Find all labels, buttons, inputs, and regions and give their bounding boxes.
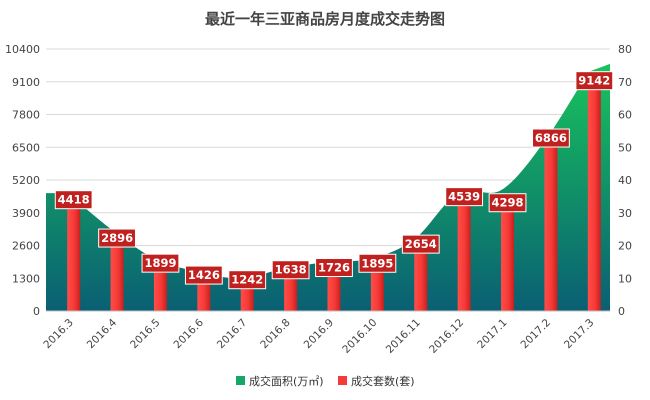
legend-label-bar: 成交套数(套) xyxy=(351,374,415,388)
x-tick-label: 2016.6 xyxy=(171,316,206,351)
x-tick-label: 2017.1 xyxy=(475,317,509,351)
bar-2017.2 xyxy=(544,138,558,311)
left-tick-label: 3900 xyxy=(12,207,40,220)
legend-swatch-area xyxy=(236,376,245,385)
data-label-bg xyxy=(575,71,614,91)
data-label-2016.4: 2896 xyxy=(98,228,136,248)
data-label-bg xyxy=(488,193,527,213)
data-label-bg xyxy=(271,260,310,280)
x-tick-label: 2016.9 xyxy=(302,317,336,351)
x-axis: 2016.3 2016.4 2016.5 2016.6 2016.7 2016.8 2016… xyxy=(41,310,610,356)
x-tick-label: 2016.5 xyxy=(128,317,162,351)
bar-2016.12 xyxy=(457,196,471,311)
data-label-2017.3: 9142 xyxy=(575,71,614,91)
right-tick-label: 20 xyxy=(618,240,632,253)
data-label-2016.6: 1426 xyxy=(184,265,223,285)
data-label-text: 6866 xyxy=(535,131,567,145)
right-tick-label: 30 xyxy=(618,207,632,220)
bar-2016.8 xyxy=(284,269,298,311)
bar-2016.11 xyxy=(414,244,428,311)
data-label-bg xyxy=(315,258,353,278)
bar-2016.5 xyxy=(153,263,167,311)
data-label-text: 1426 xyxy=(188,268,220,282)
bar-2016.4 xyxy=(110,238,124,311)
data-label-bg xyxy=(228,270,267,290)
data-label-2016.10: 1895 xyxy=(358,253,397,273)
x-tick-label: 2016.11 xyxy=(384,317,423,356)
data-label-text: 1242 xyxy=(231,273,263,287)
right-tick-label: 10 xyxy=(618,272,632,285)
left-tick-label: 0 xyxy=(33,305,40,318)
bar-2017.3 xyxy=(587,80,601,311)
right-tick-label: 70 xyxy=(618,76,632,89)
left-tick-label: 6500 xyxy=(12,141,40,154)
data-label-text: 2654 xyxy=(405,237,437,251)
x-tick-label: 2017.3 xyxy=(562,317,596,351)
bar-series xyxy=(67,80,601,311)
legend-swatch-bar xyxy=(338,376,347,385)
x-tick-label: 2016.12 xyxy=(427,317,466,356)
x-tick-label: 2016.7 xyxy=(215,317,249,351)
data-label-2017.2: 6866 xyxy=(532,128,570,148)
legend: 成交面积(万㎡) 成交套数(套) xyxy=(236,374,415,388)
right-tick-label: 80 xyxy=(618,43,632,56)
data-label-2016.12: 4539 xyxy=(445,187,484,207)
x-tick-label: 2016.10 xyxy=(340,317,379,356)
data-label-bg xyxy=(532,128,570,148)
data-label-text: 4298 xyxy=(492,196,524,210)
data-label-bg xyxy=(445,187,484,207)
data-label-2016.3: 4418 xyxy=(54,190,93,210)
data-label-2016.7: 1242 xyxy=(228,270,267,290)
left-tick-label: 10400 xyxy=(5,43,40,56)
left-tick-label: 9100 xyxy=(12,76,40,89)
left-tick-label: 5200 xyxy=(12,174,40,187)
data-label-2016.5: 1899 xyxy=(141,253,180,273)
data-label-2016.11: 2654 xyxy=(401,234,440,254)
data-label-text: 4539 xyxy=(448,190,480,204)
chart-title: 最近一年三亚商品房月度成交走势图 xyxy=(205,10,445,28)
bar-2017.1 xyxy=(501,202,515,311)
data-label-2016.9: 1726 xyxy=(315,258,353,278)
data-label-2016.8: 1638 xyxy=(271,260,310,280)
left-tick-label: 2600 xyxy=(12,240,40,253)
data-label-bg xyxy=(54,190,93,210)
data-label-text: 1899 xyxy=(144,256,176,270)
data-label-text: 1638 xyxy=(275,263,307,277)
right-tick-label: 50 xyxy=(618,141,632,154)
left-tick-label: 1300 xyxy=(12,272,40,285)
left-axis: 0 1300 2600 3900 5200 6500 7800 9100 10400 xyxy=(5,43,40,318)
x-tick-label: 2017.2 xyxy=(519,317,553,351)
data-label-bg xyxy=(358,253,397,273)
data-label-bg xyxy=(401,234,440,254)
data-label-text: 1895 xyxy=(361,256,393,270)
bar-2016.9 xyxy=(327,267,341,311)
data-label-bg xyxy=(98,228,136,248)
legend-label-area: 成交面积(万㎡) xyxy=(249,374,324,388)
bar-2016.10 xyxy=(370,263,384,311)
x-tick-label: 2016.3 xyxy=(41,317,75,351)
right-tick-label: 0 xyxy=(618,305,625,318)
right-axis: 0 10 20 30 40 50 60 70 80 xyxy=(618,43,632,318)
data-label-text: 9142 xyxy=(578,74,610,88)
x-tick-label: 2016.4 xyxy=(85,316,120,351)
data-label-text: 2896 xyxy=(101,231,133,245)
data-label-bg xyxy=(184,265,223,285)
data-label-2017.1: 4298 xyxy=(488,193,527,213)
right-tick-label: 60 xyxy=(618,109,632,122)
bar-2016.3 xyxy=(67,199,81,311)
left-tick-label: 7800 xyxy=(12,109,40,122)
x-tick-label: 2016.8 xyxy=(258,317,292,351)
data-labels: 4418 2896 1899 1426 1242 1638 1726 1895 2654 4539… xyxy=(54,71,614,290)
right-tick-label: 40 xyxy=(618,174,632,187)
data-label-text: 4418 xyxy=(58,193,90,207)
data-label-bg xyxy=(141,253,180,273)
data-label-text: 1726 xyxy=(318,261,350,275)
